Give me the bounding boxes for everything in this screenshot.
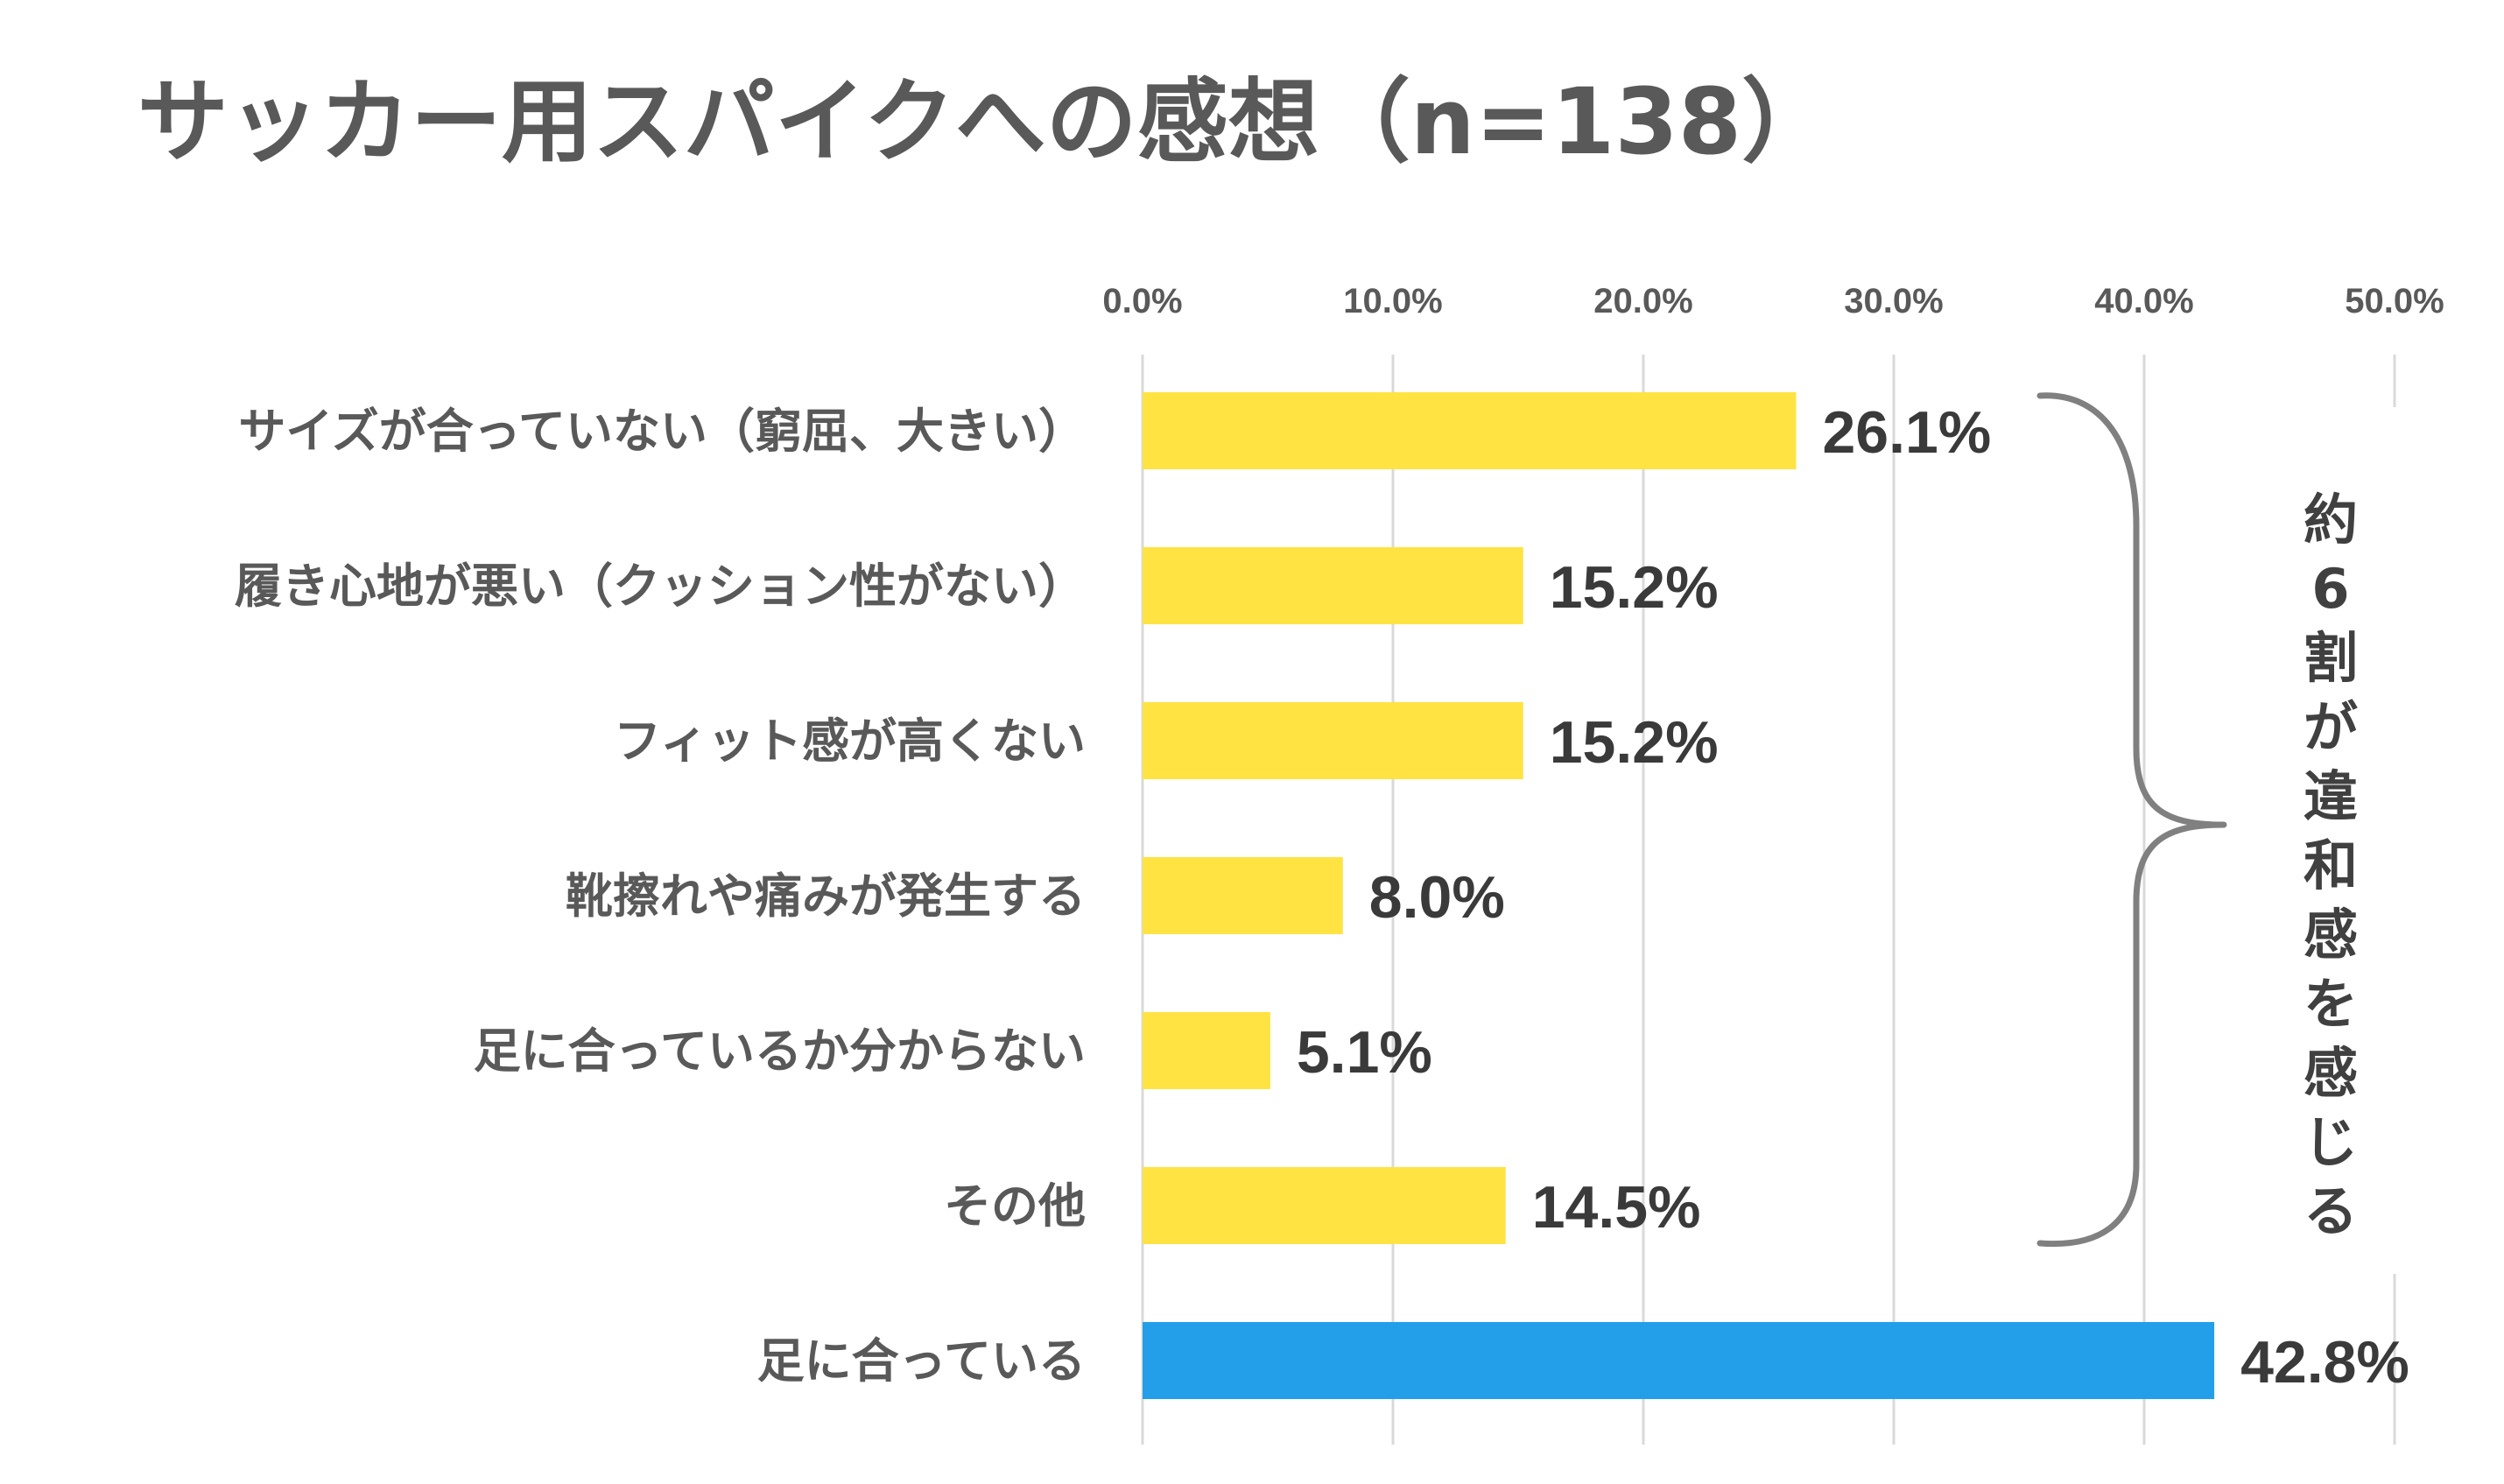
- group-brace: [2036, 392, 2227, 1248]
- value-labels: 26.1% 15.2% 15.2% 8.0% 5.1% 14.5% 42.8%: [1297, 399, 2409, 1396]
- category-label: その他: [944, 1178, 1086, 1234]
- annotation-char: 約: [2304, 488, 2358, 552]
- x-tick-label: 50.0%: [2345, 282, 2444, 320]
- value-label: 42.8%: [2240, 1329, 2409, 1396]
- x-tick-label: 0.0%: [1102, 282, 1182, 320]
- bar: [1143, 857, 1343, 934]
- category-label: サイズが合っていない（窮屈、大きい）: [238, 404, 1086, 459]
- category-label: フィット感が高くない: [614, 714, 1086, 769]
- annotation-char: 割: [2304, 626, 2358, 690]
- annotation-char: る: [2304, 1179, 2358, 1243]
- x-axis-ticks: 0.0% 10.0% 20.0% 30.0% 40.0% 50.0%: [1102, 282, 2444, 320]
- annotation-char: 和: [2304, 833, 2358, 897]
- category-label: 足に合っている: [757, 1333, 1086, 1389]
- x-tick-label: 40.0%: [2094, 282, 2193, 320]
- category-label: 履き心地が悪い（クッション性がない）: [235, 559, 1086, 614]
- value-label: 8.0%: [1369, 864, 1505, 931]
- bar: [1143, 1322, 2215, 1399]
- x-tick-label: 10.0%: [1343, 282, 1442, 320]
- annotation-char: 感: [2304, 1041, 2358, 1105]
- annotation-char: を: [2304, 972, 2358, 1036]
- annotation-char: じ: [2304, 1110, 2358, 1174]
- value-label: 5.1%: [1297, 1019, 1432, 1086]
- bar: [1143, 547, 1523, 624]
- x-tick-label: 30.0%: [1844, 282, 1943, 320]
- category-label: 足に合っているか分からない: [474, 1023, 1086, 1079]
- bar: [1143, 702, 1523, 779]
- value-label: 26.1%: [1822, 399, 1991, 466]
- annotation-char: 感: [2304, 903, 2358, 967]
- bar: [1143, 1012, 1270, 1089]
- value-label: 14.5%: [1532, 1174, 1701, 1241]
- category-label: 靴擦れや痛みが発生する: [566, 869, 1086, 924]
- value-label: 15.2%: [1550, 554, 1719, 621]
- bar: [1143, 1167, 1506, 1244]
- value-label: 15.2%: [1550, 709, 1719, 776]
- annotation-char: 違: [2304, 764, 2358, 828]
- category-labels: サイズが合っていない（窮屈、大きい） 履き心地が悪い（クッション性がない） フィット…: [235, 404, 1086, 1389]
- bar: [1143, 392, 1797, 469]
- grid-lines: [1141, 355, 2396, 1445]
- chart-title: サッカー用スパイクへの感想（n=138）: [137, 68, 1832, 175]
- annotation-char: が: [2304, 695, 2358, 759]
- x-tick-label: 20.0%: [1593, 282, 1692, 320]
- annotation-char: 6: [2311, 557, 2349, 621]
- bars: [1143, 392, 2215, 1399]
